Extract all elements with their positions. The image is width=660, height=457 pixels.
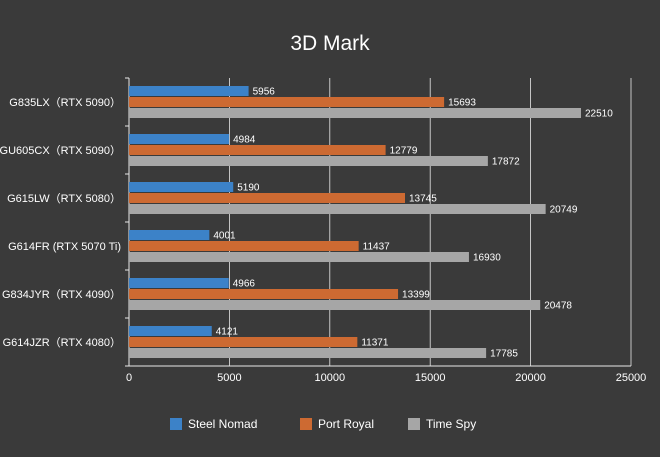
x-tick-label: 20000 [515,372,546,384]
bar-steel-nomad [129,182,234,192]
grid-layer [125,77,632,367]
legend-label: Steel Nomad [188,417,257,431]
bar-port-royal [129,289,399,299]
bar-time-spy [129,156,488,166]
legend-swatch [408,418,420,430]
legend-swatch [300,418,312,430]
bar-port-royal [129,97,445,107]
data-label: 17785 [490,349,518,360]
data-label: 4121 [216,327,239,338]
bar-steel-nomad [129,278,229,288]
data-label: 15693 [448,98,476,109]
data-label: 12779 [390,146,418,157]
x-tick-label: 25000 [616,372,647,384]
legend-label: Port Royal [318,417,374,431]
bar-steel-nomad [129,326,212,336]
bar-port-royal [129,337,358,347]
data-label: 11371 [361,338,389,349]
data-label: 17872 [492,157,520,168]
bar-time-spy [129,108,582,118]
bars-layer [129,86,582,358]
bar-port-royal [129,145,386,155]
legend-label: Time Spy [426,417,476,431]
data-label: 13745 [409,194,437,205]
category-label: G614FR (RTX 5070 Ti) [8,241,121,253]
data-label: 20478 [544,301,572,312]
bar-port-royal [129,241,359,251]
bar-time-spy [129,204,546,214]
bar-steel-nomad [129,134,230,144]
x-tick-label: 5000 [217,372,241,384]
bar-time-spy [129,348,487,358]
legend-item-steel-nomad[interactable]: Steel Nomad [170,417,257,431]
data-label: 4001 [213,231,236,242]
data-label: 5956 [253,87,276,98]
data-label: 20749 [550,205,578,216]
data-label: 4984 [233,135,256,146]
chart-title: 3D Mark [290,32,370,55]
bar-time-spy [129,300,541,310]
x-tick-label: 15000 [415,372,446,384]
data-label: 13399 [402,290,430,301]
legend-swatch [170,418,182,430]
category-label: G614JZR（RTX 4080） [3,336,121,349]
category-label: G835LX（RTX 5090） [9,96,121,109]
data-label: 5190 [237,183,260,194]
bar-steel-nomad [129,230,210,240]
data-label: 4966 [233,279,256,290]
labels-layer: 0 5000 10000 15000 20000 25000 G835LX（RTX 5090… [0,87,646,385]
category-label: G834JYR（RTX 4090） [2,288,121,301]
data-label: 11437 [363,242,391,253]
x-tick-label: 0 [126,372,132,384]
bar-time-spy [129,252,469,262]
category-label: G615LW（RTX 5080） [7,192,121,205]
legend-item-time-spy[interactable]: Time Spy [408,417,476,431]
x-tick-label: 10000 [315,372,346,384]
legend[interactable]: Steel Nomad Port Royal Time Spy [170,417,476,431]
data-label: 16930 [473,253,501,264]
category-label: GU605CX（RTX 5090） [0,144,121,157]
bar-steel-nomad [129,86,249,96]
bar-port-royal [129,193,405,203]
legend-item-port-royal[interactable]: Port Royal [300,417,374,431]
data-label: 22510 [585,109,613,120]
